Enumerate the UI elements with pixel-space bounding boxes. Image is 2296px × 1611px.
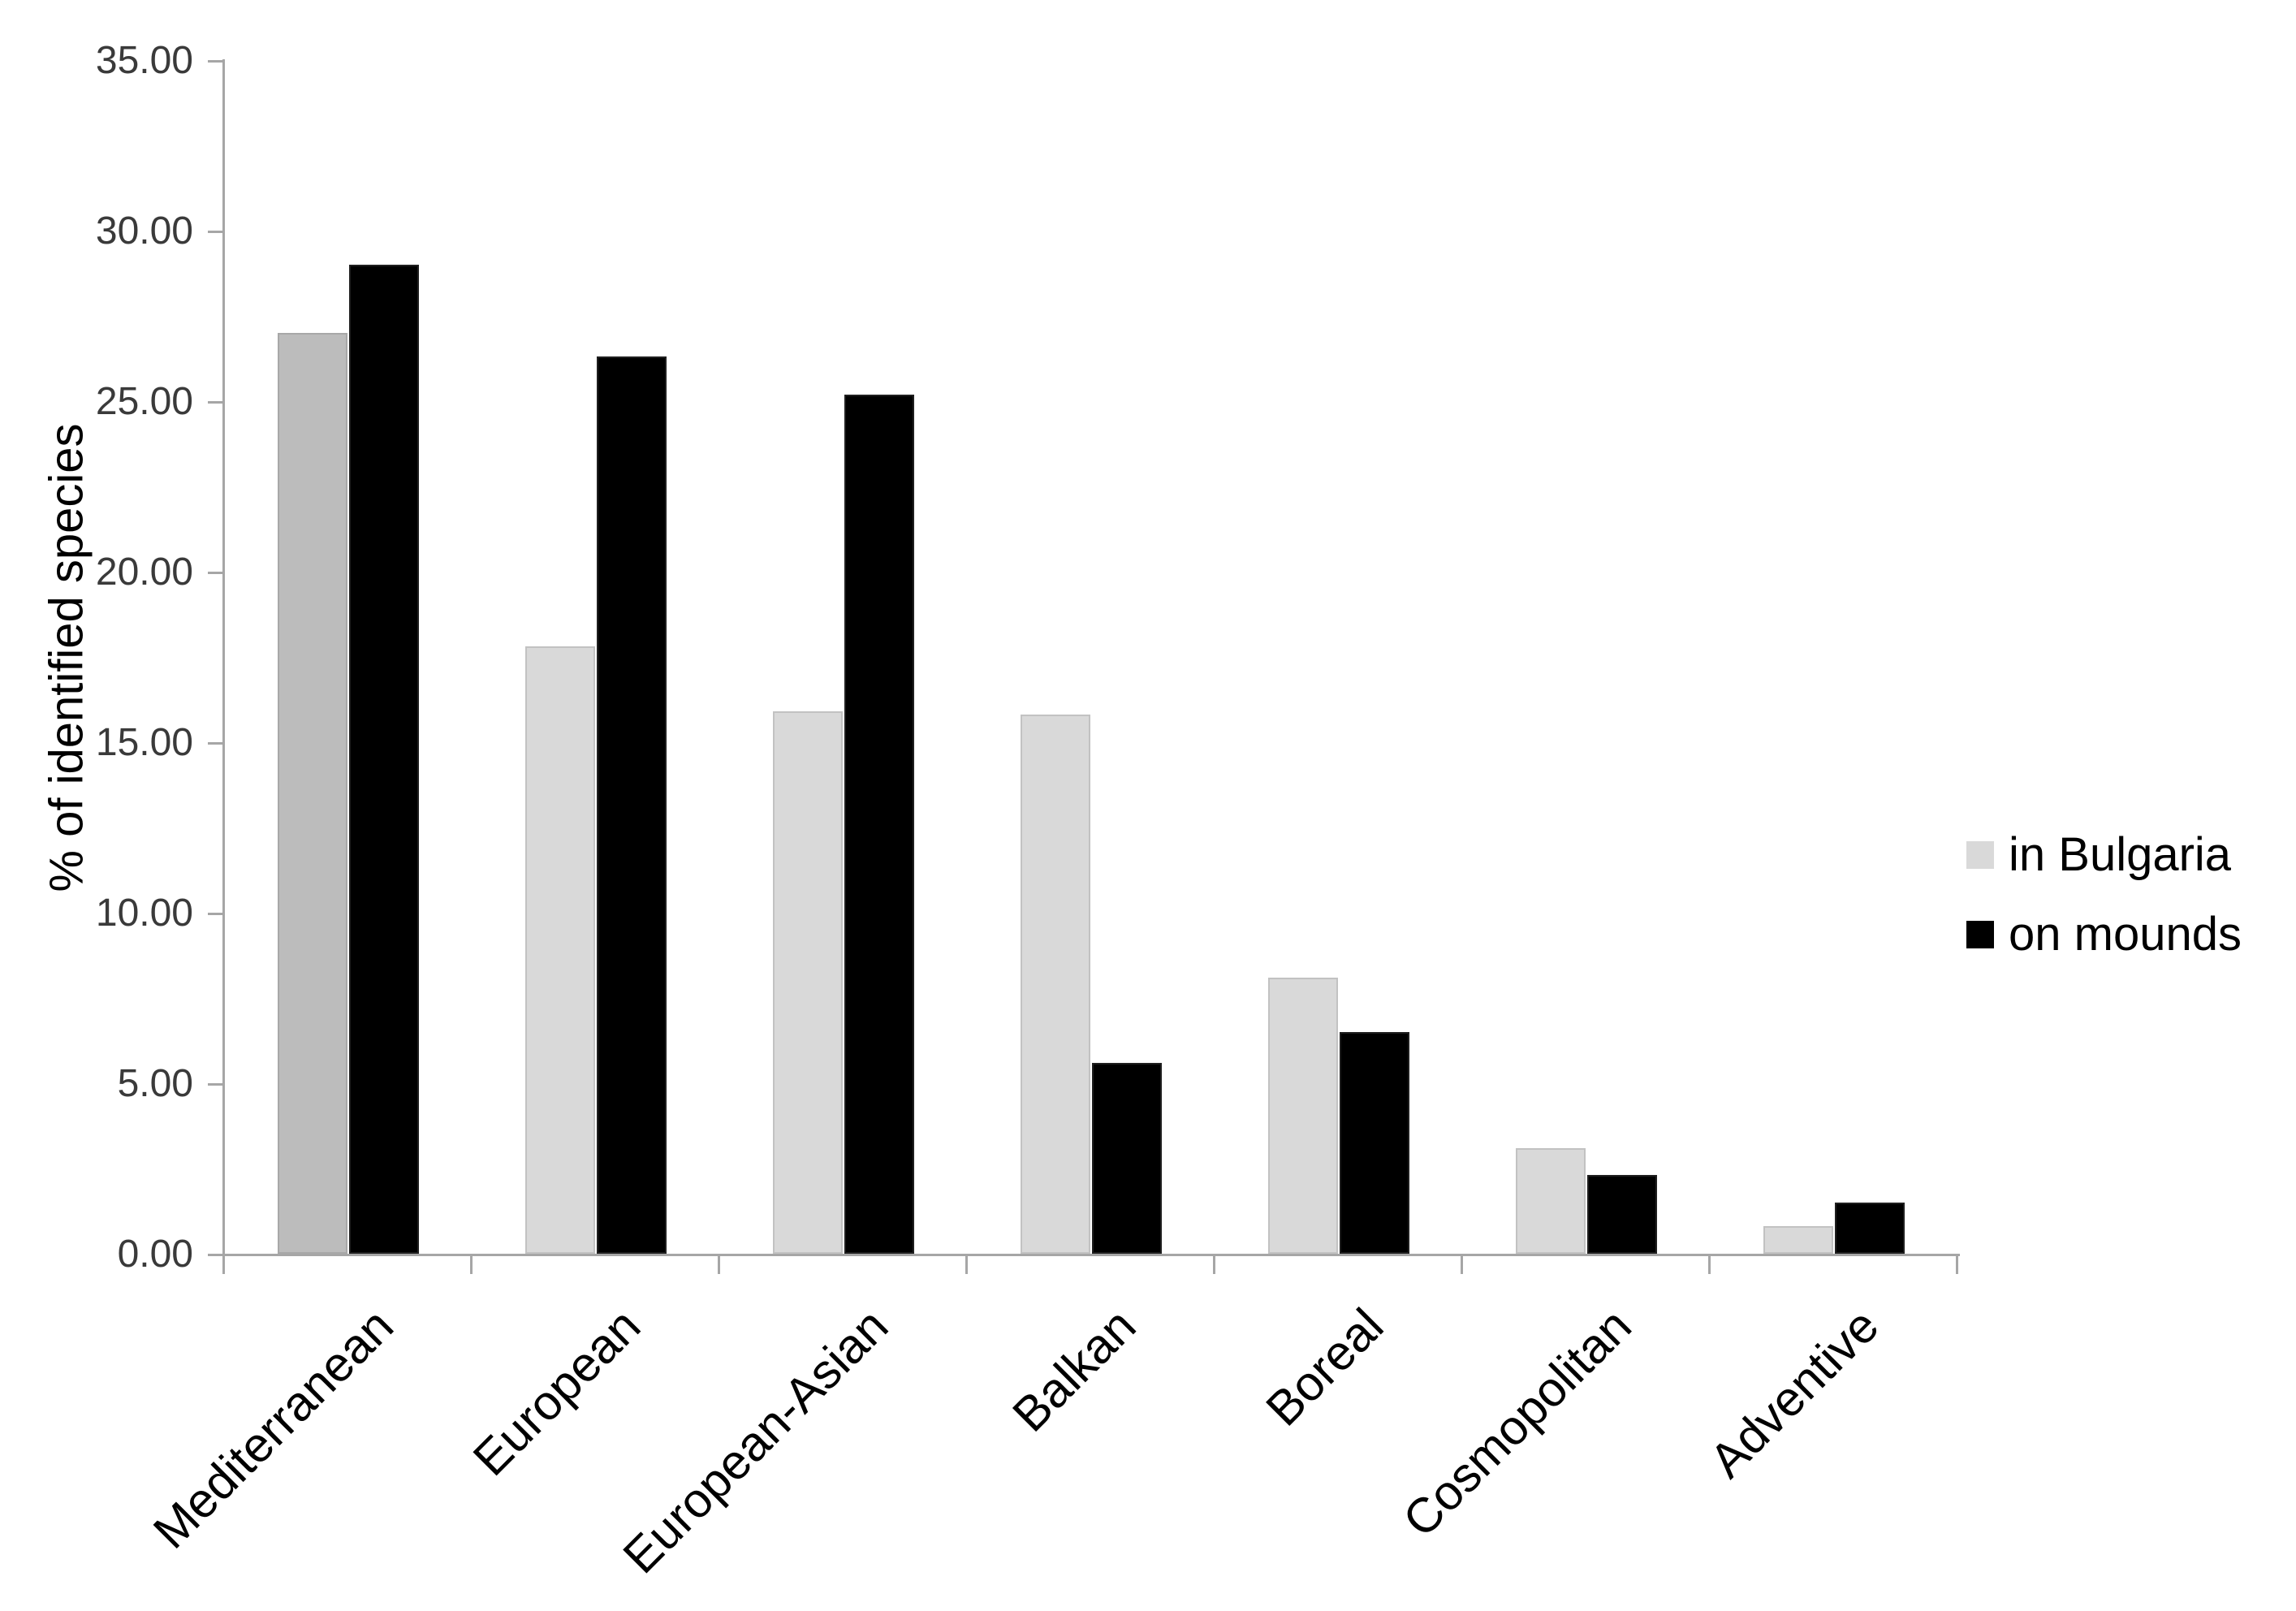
bar-on-mounds-european-asian <box>844 395 914 1254</box>
y-tick-mark <box>208 401 224 404</box>
x-category-label-adventive: Adventive <box>1698 1298 1889 1488</box>
bar-in-bulgaria-mediterranean <box>277 333 347 1254</box>
x-category-label-boreal: Boreal <box>1255 1298 1394 1436</box>
bar-on-mounds-boreal <box>1339 1032 1409 1254</box>
y-tick-label: 30.00 <box>95 209 193 253</box>
y-tick-label: 35.00 <box>95 39 193 82</box>
x-tick-mark <box>1708 1255 1711 1274</box>
x-tick-mark <box>718 1255 720 1274</box>
x-tick-mark <box>1461 1255 1463 1274</box>
y-tick-mark <box>208 913 224 915</box>
bar-on-mounds-balkan <box>1091 1063 1162 1254</box>
bar-on-mounds-mediterranean <box>348 265 419 1254</box>
x-category-label-balkan: Balkan <box>1002 1298 1146 1442</box>
y-axis-title: % of identified species <box>40 423 93 892</box>
x-category-label-european: European <box>463 1298 651 1487</box>
bar-in-bulgaria-balkan <box>1020 715 1090 1254</box>
legend-item-in-bulgaria: in Bulgaria <box>1966 831 2242 879</box>
bar-on-mounds-european <box>596 356 667 1254</box>
y-tick-label: 20.00 <box>95 551 193 594</box>
bar-in-bulgaria-european-asian <box>772 711 843 1254</box>
bar-on-mounds-adventive <box>1834 1203 1905 1254</box>
y-tick-mark <box>208 572 224 574</box>
y-tick-label: 15.00 <box>95 721 193 764</box>
legend: in Bulgaria on mounds <box>1966 831 2242 958</box>
bar-in-bulgaria-cosmopolitan <box>1515 1148 1586 1254</box>
y-axis-line <box>222 59 225 1274</box>
x-category-label-cosmopolitan: Cosmopolitan <box>1392 1298 1642 1548</box>
legend-label-on-mounds: on mounds <box>2009 908 2242 961</box>
x-category-label-european-asian: European-Asian <box>612 1298 899 1584</box>
x-tick-mark <box>470 1255 473 1274</box>
y-tick-mark <box>208 1083 224 1086</box>
x-category-label-mediterranean: Mediterranean <box>142 1298 404 1559</box>
x-tick-mark <box>965 1255 968 1274</box>
x-axis-line <box>222 1254 1960 1256</box>
y-tick-label: 10.00 <box>95 892 193 935</box>
legend-item-on-mounds: on mounds <box>1966 911 2242 958</box>
bar-in-bulgaria-adventive <box>1763 1226 1833 1254</box>
legend-swatch-on-mounds-icon <box>1966 921 1994 948</box>
y-tick-mark <box>208 1254 224 1256</box>
bar-in-bulgaria-european <box>524 646 595 1254</box>
y-tick-mark <box>208 60 224 63</box>
y-tick-mark <box>208 742 224 745</box>
y-tick-mark <box>208 231 224 233</box>
bar-in-bulgaria-boreal <box>1267 978 1338 1254</box>
y-tick-label: 0.00 <box>117 1233 193 1276</box>
y-tick-label: 25.00 <box>95 380 193 423</box>
legend-label-in-bulgaria: in Bulgaria <box>2009 828 2232 881</box>
bar-on-mounds-cosmopolitan <box>1586 1175 1657 1254</box>
x-tick-mark <box>1956 1255 1958 1274</box>
y-tick-label: 5.00 <box>117 1062 193 1105</box>
x-tick-mark <box>1213 1255 1215 1274</box>
legend-swatch-in-bulgaria-icon <box>1966 841 1994 869</box>
